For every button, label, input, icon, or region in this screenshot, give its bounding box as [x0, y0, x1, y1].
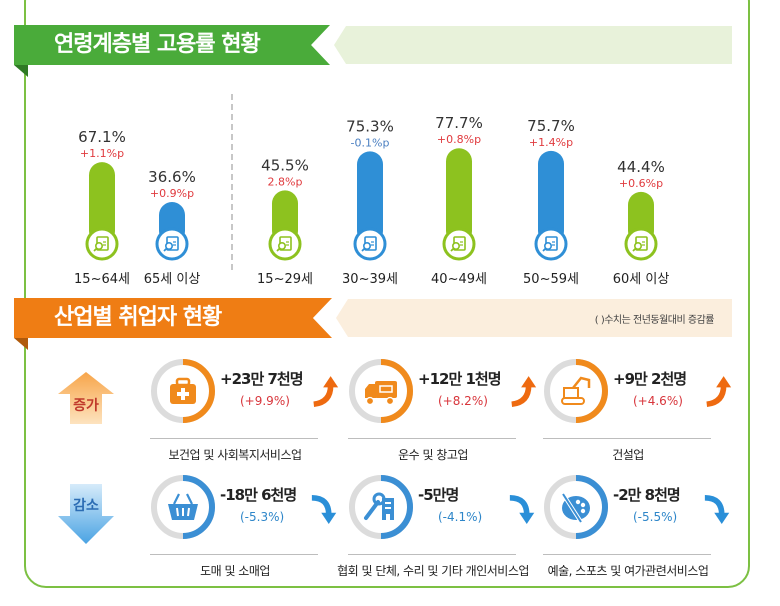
- value-label: 45.5%: [261, 156, 309, 174]
- category-label: 50~59세: [523, 272, 579, 287]
- decrease-arrow-icon: 감소: [58, 484, 114, 544]
- report-search-icon: [93, 236, 109, 252]
- report-search-icon: [632, 236, 648, 252]
- change-label: 2.8%p: [268, 175, 303, 188]
- change-value: -2만 8천명: [613, 486, 681, 504]
- change-label: +0.8%p: [437, 133, 481, 146]
- change-label: -0.1%p: [351, 136, 390, 149]
- footnote: ( )수치는 전년동월대비 증감률: [594, 315, 715, 326]
- change-value: -5만명: [418, 486, 459, 504]
- banner-fold: [14, 65, 28, 77]
- industry-item: -5만명 (-4.1%) 협회 및 단체, 수리 및 기타 개인서비스업: [337, 474, 548, 584]
- share-ring: [349, 475, 413, 539]
- value-label: 44.4%: [617, 158, 665, 176]
- trend-down-arrow-icon: [509, 494, 535, 524]
- change-percent: (-4.1%): [438, 510, 483, 524]
- value-label: 77.7%: [435, 114, 483, 132]
- change-label: +1.4%p: [529, 136, 573, 149]
- industry-name: 건설업: [612, 448, 644, 462]
- divider-line: [150, 438, 318, 439]
- palette-icon: [561, 492, 590, 524]
- trend-down-arrow-icon: [311, 494, 337, 524]
- industry-item: -2만 8천명 (-5.5%) 예술, 스포츠 및 여가관련서비스업: [543, 474, 743, 584]
- increase-label: 증가: [73, 398, 99, 414]
- share-ring: [349, 359, 413, 423]
- value-label: 75.3%: [346, 117, 394, 135]
- trend-down-arrow-icon: [704, 494, 730, 524]
- report-search-icon: [542, 236, 558, 252]
- change-label: +1.1%p: [80, 147, 124, 160]
- truck-icon: [365, 381, 397, 406]
- share-ring: [151, 359, 215, 423]
- value-label: 36.6%: [148, 168, 196, 186]
- change-value: +9만 2천명: [613, 370, 687, 388]
- bar-5: [538, 150, 564, 244]
- banner-strip: [334, 26, 732, 64]
- share-ring: [544, 359, 608, 423]
- change-percent: (+8.2%): [438, 394, 488, 408]
- section-title: 산업별 취업자 현황: [14, 298, 332, 338]
- section-industry-banner: ( )수치는 전년동월대비 증감률 산업별 취업자 현황: [14, 298, 732, 350]
- change-value: +12만 1천명: [418, 370, 502, 388]
- industry-name: 협회 및 단체, 수리 및 기타 개인서비스업: [337, 564, 529, 578]
- industry-item: +12만 1천명 (+8.2%) 운수 및 창고업: [348, 358, 548, 468]
- shopping-basket-icon: [168, 493, 198, 520]
- decrease-label: 감소: [73, 497, 99, 514]
- change-percent: (+9.9%): [240, 394, 290, 408]
- report-search-icon: [450, 236, 466, 252]
- industry-item: +9만 2천명 (+4.6%) 건설업: [543, 358, 743, 468]
- value-label: 75.7%: [527, 117, 575, 135]
- wrench-building-icon: [364, 492, 394, 520]
- group-divider: [231, 94, 233, 270]
- share-ring: [544, 475, 608, 539]
- change-percent: (+4.6%): [633, 394, 683, 408]
- category-label: 60세 이상: [613, 272, 670, 287]
- divider-line: [348, 438, 516, 439]
- change-percent: (-5.3%): [240, 510, 285, 524]
- trend-up-arrow-icon: [313, 376, 339, 408]
- bar-4: [446, 148, 472, 244]
- section-title: 연령계층별 고용률 현황: [14, 25, 330, 65]
- trend-up-arrow-icon: [706, 376, 732, 408]
- banner-fold: [14, 338, 28, 350]
- category-label: 15~64세: [74, 272, 130, 287]
- divider-line: [348, 554, 516, 555]
- divider-line: [543, 438, 711, 439]
- category-label: 30~39세: [342, 272, 398, 287]
- industry-item: -18만 6천명 (-5.3%) 도매 및 소매업: [150, 474, 350, 584]
- increase-arrow-icon: 증가: [58, 372, 114, 424]
- change-value: -18만 6천명: [220, 486, 297, 504]
- employment-rate-chart: 67.1%+1.1%p 15~64세 36.6%+0.9%p 65세 이상 45.5…: [74, 114, 670, 287]
- divider-line: [543, 554, 711, 555]
- bar-3: [357, 151, 383, 244]
- change-percent: (-5.5%): [633, 510, 678, 524]
- industry-name: 도매 및 소매업: [200, 564, 270, 578]
- report-search-icon: [361, 236, 377, 252]
- category-label: 40~49세: [431, 272, 487, 287]
- industry-name: 보건업 및 사회복지서비스업: [168, 448, 302, 462]
- divider-line: [150, 554, 318, 555]
- section-employment-rate-banner: 연령계층별 고용률 현황: [14, 25, 732, 77]
- change-value: +23만 7천명: [220, 370, 304, 388]
- report-search-icon: [163, 236, 179, 252]
- first-aid-kit-icon: [170, 377, 196, 404]
- banner-strip: ( )수치는 전년동월대비 증감률: [336, 299, 732, 337]
- industry-name: 예술, 스포츠 및 여가관련서비스업: [547, 564, 709, 578]
- change-label: +0.6%p: [619, 177, 663, 190]
- category-label: 15~29세: [257, 272, 313, 287]
- report-search-icon: [276, 236, 292, 252]
- industry-name: 운수 및 창고업: [398, 448, 468, 462]
- category-label: 65세 이상: [144, 272, 201, 287]
- change-label: +0.9%p: [150, 187, 194, 200]
- bar-0: [89, 162, 115, 244]
- excavator-icon: [561, 376, 591, 405]
- trend-up-arrow-icon: [511, 376, 537, 408]
- value-label: 67.1%: [78, 128, 126, 146]
- industry-item: +23만 7천명 (+9.9%) 보건업 및 사회복지서비스업: [150, 358, 350, 468]
- share-ring: [151, 475, 215, 539]
